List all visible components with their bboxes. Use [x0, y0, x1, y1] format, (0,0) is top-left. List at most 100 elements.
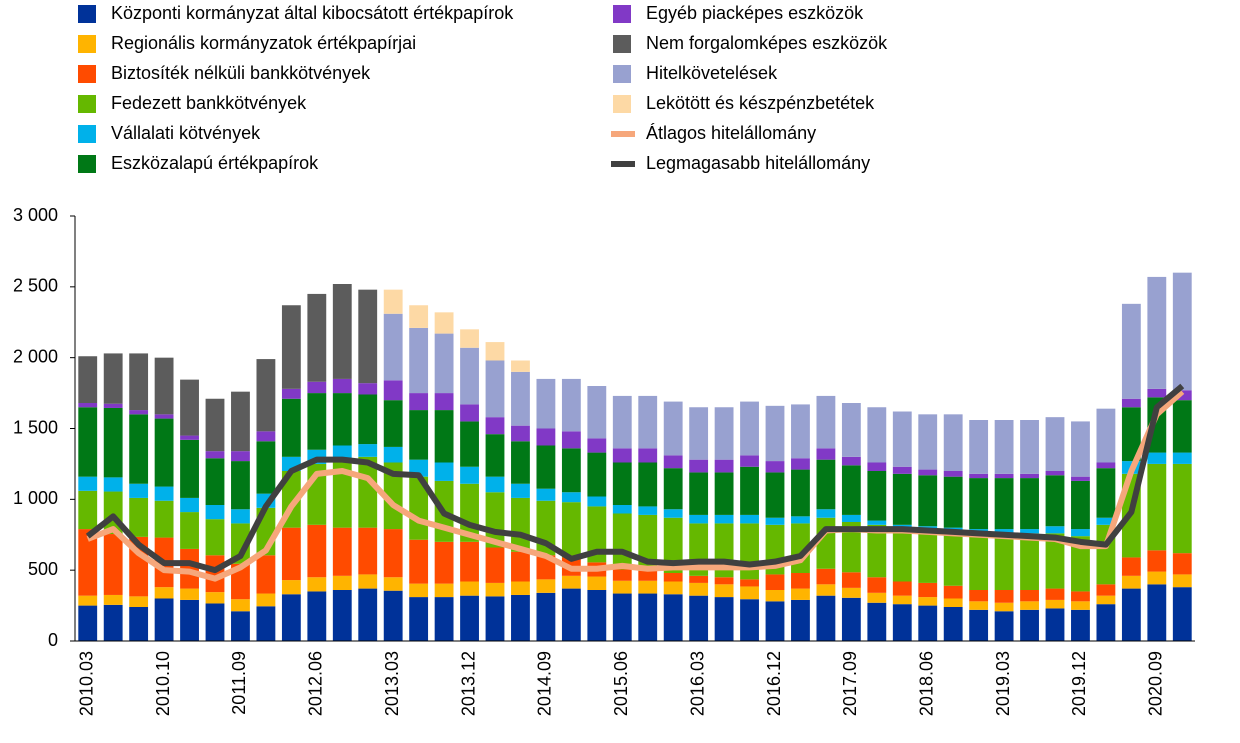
- bar-segment: [612, 580, 632, 594]
- bar-segment: [638, 506, 658, 515]
- bar-segment: [689, 582, 709, 596]
- bar-segment: [969, 420, 989, 474]
- bar-segment: [1045, 588, 1065, 600]
- bar-segment: [612, 395, 632, 449]
- bar-segment: [358, 444, 378, 457]
- bar-segment: [1147, 388, 1167, 398]
- bar-segment: [205, 603, 225, 641]
- bar-segment: [485, 547, 505, 583]
- bar-segment: [129, 353, 149, 411]
- y-tick-label: 2 500: [13, 276, 58, 296]
- bar-segment: [358, 394, 378, 445]
- bar-segment: [587, 438, 607, 453]
- bar-segment: [409, 327, 429, 394]
- bar-segment: [1147, 463, 1167, 551]
- bar-segment: [714, 577, 734, 585]
- bar-segment: [460, 421, 479, 467]
- bar-segment: [892, 466, 912, 474]
- bar-segment: [740, 401, 759, 456]
- bar-segment: [1020, 590, 1039, 602]
- bar-segment: [180, 439, 199, 498]
- x-tick-label: 2010.10: [153, 651, 173, 716]
- bar-segment: [663, 455, 683, 469]
- line-series: [85, 383, 1185, 574]
- bar-segment: [409, 393, 429, 411]
- bar-segment: [740, 599, 759, 641]
- bar-segment: [536, 428, 556, 446]
- bar-segment: [460, 347, 479, 405]
- bar-segment: [791, 588, 810, 600]
- bar-segment: [638, 570, 658, 581]
- legend-label: Átlagos hitelállomány: [646, 123, 816, 143]
- bar-segment: [434, 462, 454, 481]
- bar-segment: [1096, 468, 1116, 518]
- bar-segment: [943, 414, 963, 471]
- bar-segment: [663, 594, 683, 641]
- bar-segment: [332, 445, 352, 460]
- bar-segment: [1147, 276, 1167, 389]
- bar-segment: [969, 601, 989, 610]
- bar-segment: [1045, 471, 1065, 476]
- bar-segment: [1071, 609, 1090, 641]
- bar-segment: [638, 580, 658, 594]
- bar-segment: [460, 404, 479, 422]
- bar-segment: [383, 590, 403, 641]
- legend-swatch: [613, 65, 631, 83]
- bar-segment: [256, 359, 276, 432]
- bar-segment: [1172, 463, 1192, 554]
- bar-segment: [587, 452, 607, 497]
- bar-segment: [969, 478, 989, 530]
- bar-segment: [791, 469, 810, 517]
- bar-segment: [78, 595, 98, 606]
- legend-label: Eszközalapú értékpapírok: [111, 153, 319, 173]
- bar-segment: [1096, 408, 1116, 463]
- bar-segment: [511, 594, 530, 641]
- bar-segment: [892, 581, 912, 596]
- bar-segment: [154, 587, 174, 599]
- bar-segment: [180, 588, 199, 600]
- bar-segment: [1172, 400, 1192, 453]
- bar-segment: [1172, 587, 1192, 641]
- plot-area: 0 500 1 000 1 500 2 000 2 500 3 000 2010.03 2010…: [13, 205, 1195, 716]
- bar-segment: [154, 418, 174, 487]
- bar-segment: [816, 509, 836, 518]
- bar-segment: [332, 459, 352, 528]
- bar-segment: [281, 580, 301, 595]
- bar-segment: [689, 514, 709, 524]
- bar-segment: [205, 398, 225, 452]
- bar-segment: [511, 483, 530, 498]
- x-tick-label: 2014.09: [535, 651, 555, 716]
- bar-segment: [918, 597, 938, 606]
- bar-segment: [1071, 476, 1090, 481]
- bar-segment: [841, 597, 861, 641]
- bar-segment: [740, 586, 759, 600]
- bar-segment: [1096, 517, 1116, 525]
- bar-segment: [740, 514, 759, 524]
- x-tick-label: 2019.12: [1069, 651, 1089, 716]
- bar-segment: [867, 520, 887, 525]
- legend-label: Legmagasabb hitelállomány: [646, 153, 870, 173]
- bar-segment: [103, 353, 123, 404]
- bar-segment: [612, 513, 632, 570]
- bar-segment: [1172, 574, 1192, 588]
- bar-segment: [791, 404, 810, 459]
- bar-segment: [281, 388, 301, 399]
- x-tick-label: 2016.12: [764, 651, 784, 716]
- bar-segment: [231, 599, 250, 612]
- bar-segment: [281, 594, 301, 641]
- bar-segment: [332, 284, 352, 379]
- bar-segment: [612, 462, 632, 505]
- bar-segment: [791, 516, 810, 524]
- x-tick-label: 2019.03: [993, 651, 1013, 716]
- bar-segment: [867, 592, 887, 603]
- bar-segment: [332, 393, 352, 446]
- bar-segment: [689, 472, 709, 515]
- bar-segment: [358, 588, 378, 641]
- bar-segment: [1071, 529, 1090, 537]
- bar-segment: [409, 597, 429, 641]
- bar-segment: [816, 459, 836, 510]
- bar-segment: [867, 407, 887, 463]
- bar-segment: [561, 448, 581, 493]
- bar-segment: [536, 579, 556, 593]
- bar-segment: [511, 425, 530, 442]
